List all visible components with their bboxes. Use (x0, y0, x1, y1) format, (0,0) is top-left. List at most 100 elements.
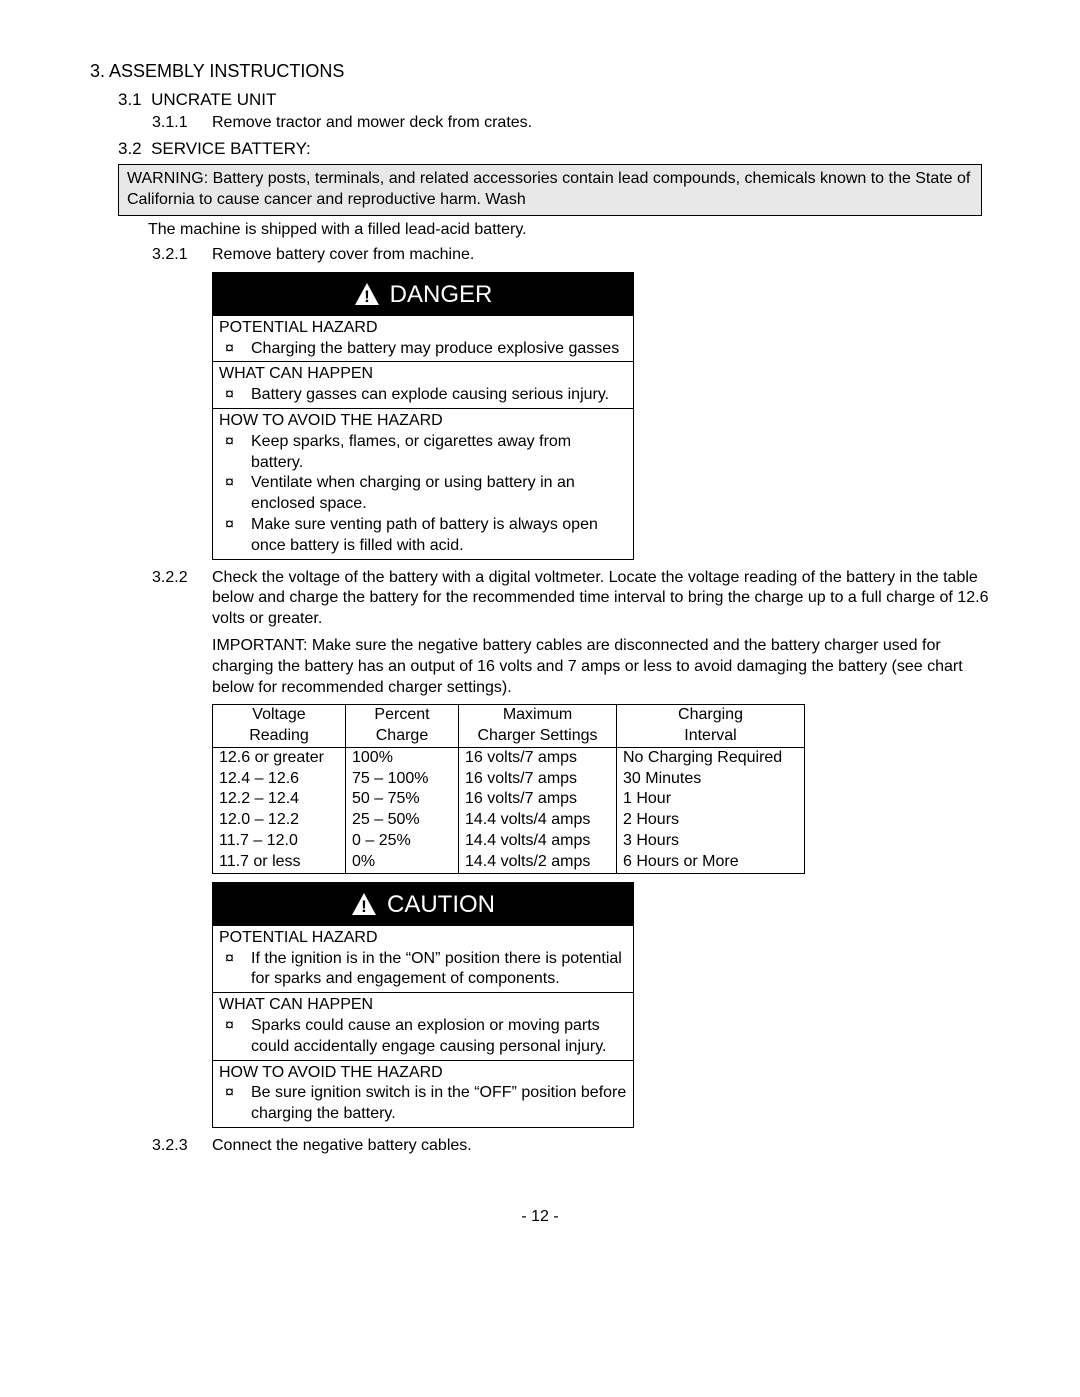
danger-how-bullet-2: ¤ Ventilate when charging or using batte… (225, 473, 627, 515)
charging-table-cell: 100% (346, 747, 459, 768)
danger-how-heading: HOW TO AVOID THE HAZARD (219, 411, 627, 432)
bullet-icon: ¤ (225, 1083, 251, 1125)
charging-table-header: MaximumCharger Settings (459, 705, 617, 748)
item-311-text: Remove tractor and mower deck from crate… (212, 113, 990, 134)
sub31-title: UNCRATE UNIT (151, 90, 276, 109)
danger-label: DANGER (390, 279, 493, 310)
danger-what-1: Battery gasses can explode causing serio… (251, 385, 609, 406)
caution-what-bullet: ¤ Sparks could cause an explosion or mov… (225, 1016, 627, 1058)
item-322-text: Check the voltage of the battery with a … (212, 568, 990, 630)
bullet-icon: ¤ (225, 1016, 251, 1058)
charging-table-cell: No Charging Required (617, 747, 805, 768)
charging-table-cell: 75 – 100% (346, 769, 459, 790)
caution-box: ! CAUTION POTENTIAL HAZARD ¤ If the igni… (212, 882, 634, 1128)
charging-table-cell: 11.7 – 12.0 (213, 831, 346, 852)
danger-potential-heading: POTENTIAL HAZARD (219, 318, 627, 339)
bullet-icon: ¤ (225, 473, 251, 515)
charging-table-cell: 3 Hours (617, 831, 805, 852)
bullet-icon: ¤ (225, 339, 251, 360)
caution-how-heading: HOW TO AVOID THE HAZARD (219, 1063, 627, 1084)
charging-table-cell: 16 volts/7 amps (459, 747, 617, 768)
warning-triangle-icon: ! (351, 892, 377, 916)
item-321-num: 3.2.1 (152, 245, 212, 266)
item-322: 3.2.2 Check the voltage of the battery w… (152, 568, 990, 630)
charging-table-cell: 16 volts/7 amps (459, 789, 617, 810)
charging-table-cell: 1 Hour (617, 789, 805, 810)
caution-potential-1: If the ignition is in the “ON” position … (251, 949, 627, 991)
charging-table-cell: 12.6 or greater (213, 747, 346, 768)
charging-table-row: 12.6 or greater100%16 volts/7 ampsNo Cha… (213, 747, 805, 768)
charging-table-header: PercentCharge (346, 705, 459, 748)
sub31-num: 3.1 (118, 90, 142, 109)
caution-how-bullet: ¤ Be sure ignition switch is in the “OFF… (225, 1083, 627, 1125)
charging-table-row: 11.7 or less0%14.4 volts/2 amps6 Hours o… (213, 852, 805, 873)
sub32-title: SERVICE BATTERY: (151, 139, 311, 158)
charging-table-row: 11.7 – 12.00 – 25%14.4 volts/4 amps3 Hou… (213, 831, 805, 852)
section-title: ASSEMBLY INSTRUCTIONS (109, 61, 344, 81)
charging-table-header: VoltageReading (213, 705, 346, 748)
charging-table-cell: 2 Hours (617, 810, 805, 831)
caution-potential-bullet: ¤ If the ignition is in the “ON” positio… (225, 949, 627, 991)
charging-table-cell: 12.4 – 12.6 (213, 769, 346, 790)
charging-table-row: 12.0 – 12.225 – 50%14.4 volts/4 amps2 Ho… (213, 810, 805, 831)
charging-table-cell: 0 – 25% (346, 831, 459, 852)
bullet-icon: ¤ (225, 949, 251, 991)
warning-triangle-icon: ! (354, 282, 380, 306)
section-heading: 3. ASSEMBLY INSTRUCTIONS (90, 60, 990, 83)
bullet-icon: ¤ (225, 432, 251, 474)
bullet-icon: ¤ (225, 515, 251, 557)
charging-table-cell: 16 volts/7 amps (459, 769, 617, 790)
caution-what-1: Sparks could cause an explosion or movin… (251, 1016, 627, 1058)
subsection-31: 3.1 UNCRATE UNIT (118, 89, 990, 111)
danger-how-3: Make sure venting path of battery is alw… (251, 515, 627, 557)
charging-table-cell: 0% (346, 852, 459, 873)
charging-table-cell: 25 – 50% (346, 810, 459, 831)
item-322-important: IMPORTANT: Make sure the negative batter… (212, 636, 990, 698)
charging-table-row: 12.4 – 12.675 – 100%16 volts/7 amps30 Mi… (213, 769, 805, 790)
danger-how-1: Keep sparks, flames, or cigarettes away … (251, 432, 627, 474)
charging-table-cell: 12.0 – 12.2 (213, 810, 346, 831)
caution-label: CAUTION (387, 889, 495, 920)
item-323: 3.2.3 Connect the negative battery cable… (152, 1136, 990, 1157)
item-311-num: 3.1.1 (152, 113, 212, 134)
charging-table-cell: 14.4 volts/4 amps (459, 810, 617, 831)
subsection-32: 3.2 SERVICE BATTERY: (118, 138, 990, 160)
shipped-text: The machine is shipped with a filled lea… (148, 220, 990, 241)
danger-how-bullet-1: ¤ Keep sparks, flames, or cigarettes awa… (225, 432, 627, 474)
item-321-text: Remove battery cover from machine. (212, 245, 990, 266)
charging-table-cell: 6 Hours or More (617, 852, 805, 873)
charging-table-cell: 14.4 volts/2 amps (459, 852, 617, 873)
danger-header: ! DANGER (213, 273, 633, 316)
danger-how-2: Ventilate when charging or using battery… (251, 473, 627, 515)
charging-table-cell: 50 – 75% (346, 789, 459, 810)
warning-box: WARNING: Battery posts, terminals, and r… (118, 164, 982, 216)
charging-table-cell: 14.4 volts/4 amps (459, 831, 617, 852)
danger-how-bullet-3: ¤ Make sure venting path of battery is a… (225, 515, 627, 557)
svg-text:!: ! (364, 287, 370, 306)
svg-text:!: ! (361, 897, 367, 916)
caution-header: ! CAUTION (213, 883, 633, 926)
item-311: 3.1.1 Remove tractor and mower deck from… (152, 113, 990, 134)
caution-what-heading: WHAT CAN HAPPEN (219, 995, 627, 1016)
caution-potential-heading: POTENTIAL HAZARD (219, 928, 627, 949)
danger-what-heading: WHAT CAN HAPPEN (219, 364, 627, 385)
caution-how-1: Be sure ignition switch is in the “OFF” … (251, 1083, 627, 1125)
warning-text: WARNING: Battery posts, terminals, and r… (127, 170, 970, 208)
charging-table-cell: 30 Minutes (617, 769, 805, 790)
danger-potential-1: Charging the battery may produce explosi… (251, 339, 619, 360)
sub32-num: 3.2 (118, 139, 142, 158)
charging-table-cell: 11.7 or less (213, 852, 346, 873)
page-number: - 12 - (90, 1207, 990, 1228)
charging-table-cell: 12.2 – 12.4 (213, 789, 346, 810)
bullet-icon: ¤ (225, 385, 251, 406)
section-number: 3. (90, 61, 105, 81)
danger-potential-bullet: ¤ Charging the battery may produce explo… (225, 339, 627, 360)
charging-table-header: ChargingInterval (617, 705, 805, 748)
charging-table: VoltageReadingPercentChargeMaximumCharge… (212, 704, 805, 873)
charging-table-row: 12.2 – 12.450 – 75%16 volts/7 amps1 Hour (213, 789, 805, 810)
item-323-text: Connect the negative battery cables. (212, 1136, 990, 1157)
danger-box: ! DANGER POTENTIAL HAZARD ¤ Charging the… (212, 272, 634, 560)
item-323-num: 3.2.3 (152, 1136, 212, 1157)
danger-what-bullet: ¤ Battery gasses can explode causing ser… (225, 385, 627, 406)
item-321: 3.2.1 Remove battery cover from machine. (152, 245, 990, 266)
